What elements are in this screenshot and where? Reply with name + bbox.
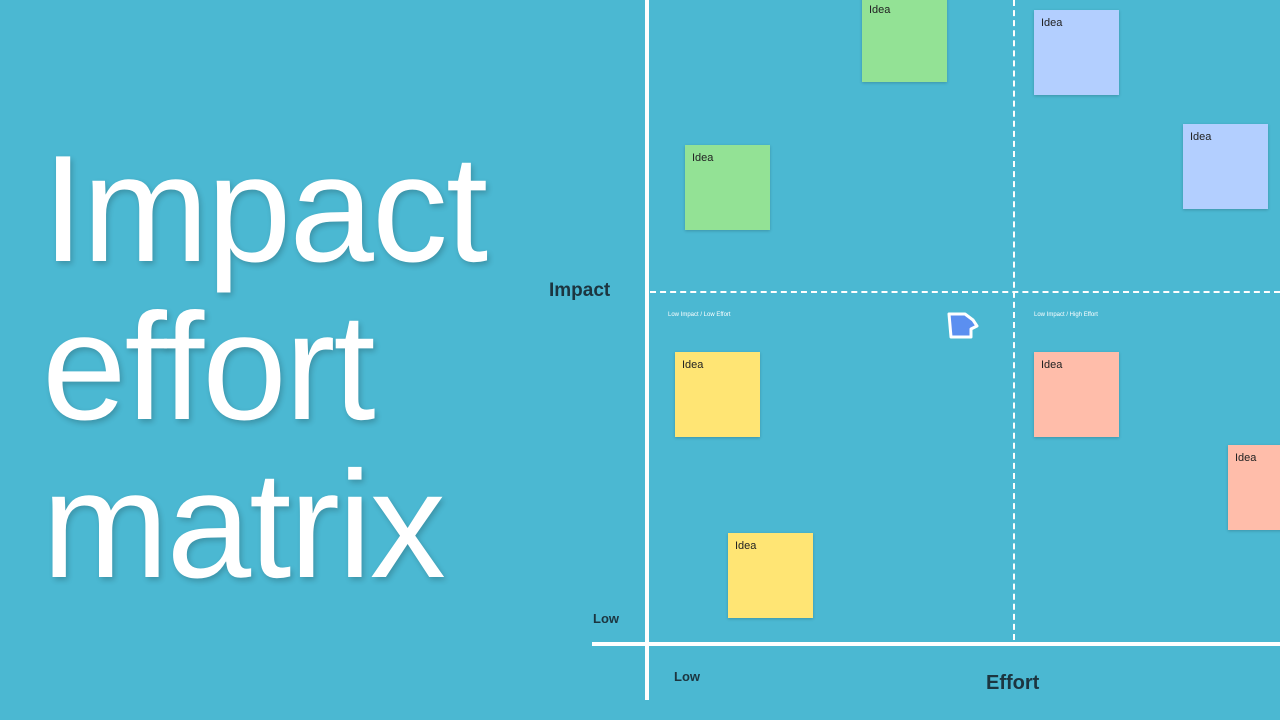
divider [1013, 0, 1015, 640]
sticky-note[interactable]: Idea [1034, 352, 1119, 437]
y-label: Impact [549, 280, 611, 301]
y-axis [645, 0, 649, 700]
note-label: Idea [1190, 131, 1212, 143]
note-label: Idea [1041, 17, 1063, 29]
quadrant-label: Low Impact / Low Effort [668, 312, 731, 318]
note-label: Idea [735, 540, 757, 552]
quadrant-label: Low Impact / High Effort [1034, 312, 1098, 318]
sticky-note[interactable]: Idea [685, 145, 770, 230]
note-label: Idea [692, 152, 714, 164]
x-axis [592, 642, 1280, 646]
sticky-note[interactable]: Idea [1183, 124, 1268, 209]
hand-cursor [947, 312, 979, 339]
sticky-note[interactable]: Idea [862, 0, 947, 82]
title-line: matrix [42, 440, 446, 610]
y-low: Low [593, 611, 619, 626]
note-label: Idea [1041, 359, 1063, 371]
sticky-note[interactable]: Idea [1034, 10, 1119, 95]
title-line: Impact [42, 124, 488, 294]
x-label: Effort [986, 672, 1040, 694]
title-line: effort [42, 282, 376, 452]
note-label: Idea [1235, 452, 1257, 464]
title: Impact effort matrix [42, 124, 488, 610]
x-low: Low [674, 669, 700, 684]
sticky-note[interactable]: Idea [675, 352, 760, 437]
note-label: Idea [869, 4, 891, 16]
note-label: Idea [682, 359, 704, 371]
sticky-note[interactable]: Idea [728, 533, 813, 618]
sticky-note[interactable]: Idea [1228, 445, 1280, 530]
divider [650, 291, 1280, 293]
